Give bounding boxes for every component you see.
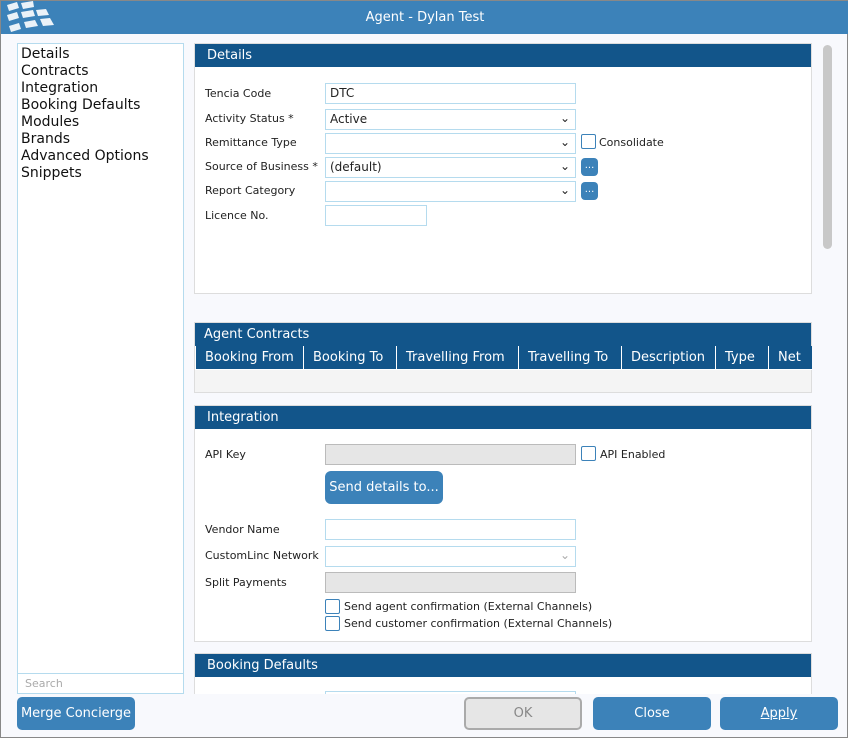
main-content: Details Tencia Code DTC Activity Status … — [194, 43, 812, 694]
vendor-name-input[interactable] — [325, 519, 576, 540]
close-button[interactable]: Close — [593, 697, 711, 730]
merge-concierge-button[interactable]: Merge Concierge — [17, 697, 135, 730]
nav-item-integration[interactable]: Integration — [21, 80, 99, 96]
send-details-button[interactable]: Send details to... — [325, 471, 443, 504]
source-more-button[interactable]: ... — [581, 158, 598, 176]
col-travelling-to[interactable]: Travelling To — [518, 346, 622, 370]
split-payments-label: Split Payments — [205, 576, 287, 589]
vendor-name-label: Vendor Name — [205, 523, 280, 536]
nav-item-details[interactable]: Details — [21, 46, 70, 62]
source-of-business-label: Source of Business * — [205, 160, 318, 173]
col-travelling-from[interactable]: Travelling From — [396, 346, 519, 370]
licence-label: Licence No. — [205, 209, 269, 222]
col-description[interactable]: Description — [621, 346, 716, 370]
licence-input[interactable] — [325, 205, 427, 226]
report-category-label: Report Category — [205, 184, 296, 197]
section-nav: Details Contracts Integration Booking De… — [17, 43, 184, 674]
chevron-down-icon: ⌄ — [559, 548, 570, 562]
report-category-more-button[interactable]: ... — [581, 182, 598, 200]
activity-status-value: Active — [330, 112, 368, 126]
chevron-down-icon: ⌄ — [559, 159, 570, 173]
col-net[interactable]: Net — [768, 346, 812, 370]
col-type[interactable]: Type — [715, 346, 769, 370]
api-enabled-checkbox[interactable] — [581, 446, 596, 461]
source-of-business-value: (default) — [330, 160, 382, 174]
nav-item-contracts[interactable]: Contracts — [21, 63, 89, 79]
app-logo-icon — [7, 1, 54, 32]
col-booking-to[interactable]: Booking To — [303, 346, 397, 370]
title-bar: Agent - Dylan Test — [1, 1, 848, 34]
customlinc-network-select[interactable]: ⌄ — [325, 546, 576, 567]
nav-item-brands[interactable]: Brands — [21, 131, 70, 147]
booking-defaults-header: Booking Defaults — [195, 654, 811, 677]
api-key-label: API Key — [205, 448, 246, 461]
contracts-header: Agent Contracts — [195, 323, 811, 346]
split-payments-input[interactable] — [325, 572, 576, 593]
chevron-down-icon: ⌄ — [559, 111, 570, 125]
details-section: Details Tencia Code DTC Activity Status … — [194, 43, 812, 294]
col-booking-from[interactable]: Booking From — [195, 346, 304, 370]
main-scrollbar[interactable] — [821, 43, 834, 694]
nav-search-input[interactable]: Search — [17, 673, 184, 694]
integration-header: Integration — [195, 406, 811, 429]
report-category-select[interactable]: ⌄ — [325, 181, 576, 202]
consolidate-label: Consolidate — [599, 136, 664, 149]
api-enabled-label: API Enabled — [600, 448, 666, 461]
remittance-type-label: Remittance Type — [205, 136, 297, 149]
integration-section: Integration API Key API Enabled Send det… — [194, 405, 812, 642]
source-of-business-select[interactable]: (default) ⌄ — [325, 157, 576, 178]
consolidate-checkbox[interactable] — [581, 134, 596, 149]
booking-defaults-input[interactable] — [325, 691, 576, 694]
customer-confirmation-label: Send customer confirmation (External Cha… — [344, 617, 613, 630]
chevron-down-icon: ⌄ — [559, 183, 570, 197]
scrollbar-thumb[interactable] — [823, 45, 832, 249]
nav-item-modules[interactable]: Modules — [21, 114, 80, 130]
api-key-input[interactable] — [325, 444, 576, 465]
activity-status-label: Activity Status * — [205, 112, 294, 125]
booking-defaults-section: Booking Defaults — [194, 653, 812, 694]
remittance-type-select[interactable]: ⌄ — [325, 133, 576, 154]
contracts-table: Booking From Booking To Travelling From … — [195, 346, 812, 370]
nav-item-booking-defaults[interactable]: Booking Defaults — [21, 97, 141, 113]
agent-confirmation-label: Send agent confirmation (External Channe… — [344, 600, 593, 613]
tencia-code-input[interactable]: DTC — [325, 83, 576, 104]
activity-status-select[interactable]: Active ⌄ — [325, 109, 576, 130]
apply-button[interactable]: Apply — [720, 697, 838, 730]
chevron-down-icon: ⌄ — [559, 135, 570, 149]
tencia-code-label: Tencia Code — [205, 87, 272, 100]
nav-item-advanced-options[interactable]: Advanced Options — [21, 148, 149, 164]
customlinc-network-label: CustomLinc Network — [205, 549, 319, 562]
agent-confirmation-checkbox[interactable] — [325, 599, 340, 614]
agent-contracts-section: Agent Contracts Booking From Booking To … — [194, 322, 812, 393]
nav-item-snippets[interactable]: Snippets — [21, 165, 82, 181]
window-title: Agent - Dylan Test — [365, 10, 485, 25]
ok-button[interactable]: OK — [464, 697, 582, 730]
details-header: Details — [195, 44, 811, 67]
customer-confirmation-checkbox[interactable] — [325, 616, 340, 631]
